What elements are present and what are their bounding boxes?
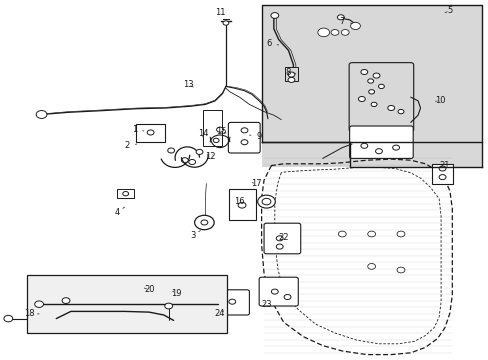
Circle shape <box>287 77 294 82</box>
Circle shape <box>360 69 367 75</box>
Circle shape <box>167 148 174 153</box>
Circle shape <box>241 128 247 133</box>
Bar <box>203 110 221 146</box>
FancyBboxPatch shape <box>228 122 260 153</box>
Circle shape <box>241 140 247 145</box>
Text: 2: 2 <box>124 141 137 150</box>
Circle shape <box>387 105 394 111</box>
Text: 1: 1 <box>132 125 143 134</box>
Circle shape <box>396 231 404 237</box>
Circle shape <box>271 289 278 294</box>
Text: 24: 24 <box>214 309 225 318</box>
Circle shape <box>360 143 367 148</box>
Circle shape <box>438 175 445 180</box>
Circle shape <box>181 158 188 163</box>
Text: 7: 7 <box>339 17 351 26</box>
Text: 21: 21 <box>439 161 449 170</box>
Circle shape <box>370 102 376 107</box>
Text: 13: 13 <box>183 80 193 89</box>
Circle shape <box>341 30 348 35</box>
Circle shape <box>164 303 172 309</box>
Circle shape <box>337 15 344 20</box>
Circle shape <box>213 138 219 143</box>
Circle shape <box>262 198 270 205</box>
Circle shape <box>194 215 214 230</box>
Circle shape <box>338 231 346 237</box>
FancyBboxPatch shape <box>349 126 412 158</box>
Bar <box>228 189 255 220</box>
Text: 23: 23 <box>261 300 271 309</box>
Bar <box>117 189 134 198</box>
Circle shape <box>223 21 228 25</box>
Text: 5: 5 <box>444 6 451 15</box>
Circle shape <box>36 111 47 118</box>
Circle shape <box>35 301 43 307</box>
Circle shape <box>238 202 245 208</box>
Text: 8: 8 <box>285 68 295 77</box>
Circle shape <box>367 79 373 83</box>
Circle shape <box>397 109 403 114</box>
Circle shape <box>276 244 283 249</box>
Circle shape <box>147 130 154 135</box>
Bar <box>261 5 481 167</box>
Circle shape <box>438 166 445 171</box>
Text: 14: 14 <box>197 129 208 138</box>
Text: 3: 3 <box>190 230 200 240</box>
Circle shape <box>257 195 275 208</box>
Text: 20: 20 <box>143 285 154 294</box>
Text: 11: 11 <box>214 8 225 17</box>
Circle shape <box>122 192 128 196</box>
FancyBboxPatch shape <box>259 277 298 306</box>
Circle shape <box>216 127 223 132</box>
Text: 6: 6 <box>266 39 278 48</box>
Text: 10: 10 <box>434 96 445 105</box>
Circle shape <box>62 298 70 303</box>
Circle shape <box>284 294 290 300</box>
Circle shape <box>367 264 375 269</box>
Circle shape <box>372 73 379 78</box>
Circle shape <box>375 149 382 154</box>
Text: 9: 9 <box>249 132 261 141</box>
Circle shape <box>270 13 278 18</box>
Circle shape <box>368 90 374 94</box>
Text: 19: 19 <box>170 289 181 298</box>
FancyBboxPatch shape <box>348 63 413 132</box>
Circle shape <box>4 315 13 322</box>
Circle shape <box>350 22 360 30</box>
Bar <box>431 164 452 184</box>
Text: 17: 17 <box>251 179 262 188</box>
Circle shape <box>196 149 203 154</box>
Text: 16: 16 <box>234 197 244 206</box>
Circle shape <box>228 299 235 304</box>
FancyBboxPatch shape <box>264 223 300 254</box>
Circle shape <box>358 96 365 102</box>
Bar <box>136 124 165 142</box>
Circle shape <box>392 145 399 150</box>
Bar <box>284 67 298 81</box>
Bar <box>27 275 227 333</box>
Circle shape <box>396 267 404 273</box>
Circle shape <box>367 231 375 237</box>
Text: 12: 12 <box>204 152 215 161</box>
Circle shape <box>276 236 283 241</box>
Circle shape <box>330 30 338 35</box>
Circle shape <box>188 159 195 165</box>
Circle shape <box>378 84 384 89</box>
Text: 15: 15 <box>216 127 226 136</box>
Text: 4: 4 <box>115 207 124 217</box>
Circle shape <box>317 28 329 37</box>
Text: 22: 22 <box>278 233 288 242</box>
Text: 18: 18 <box>24 310 39 319</box>
Circle shape <box>201 220 207 225</box>
Circle shape <box>287 72 294 77</box>
FancyBboxPatch shape <box>215 290 249 315</box>
